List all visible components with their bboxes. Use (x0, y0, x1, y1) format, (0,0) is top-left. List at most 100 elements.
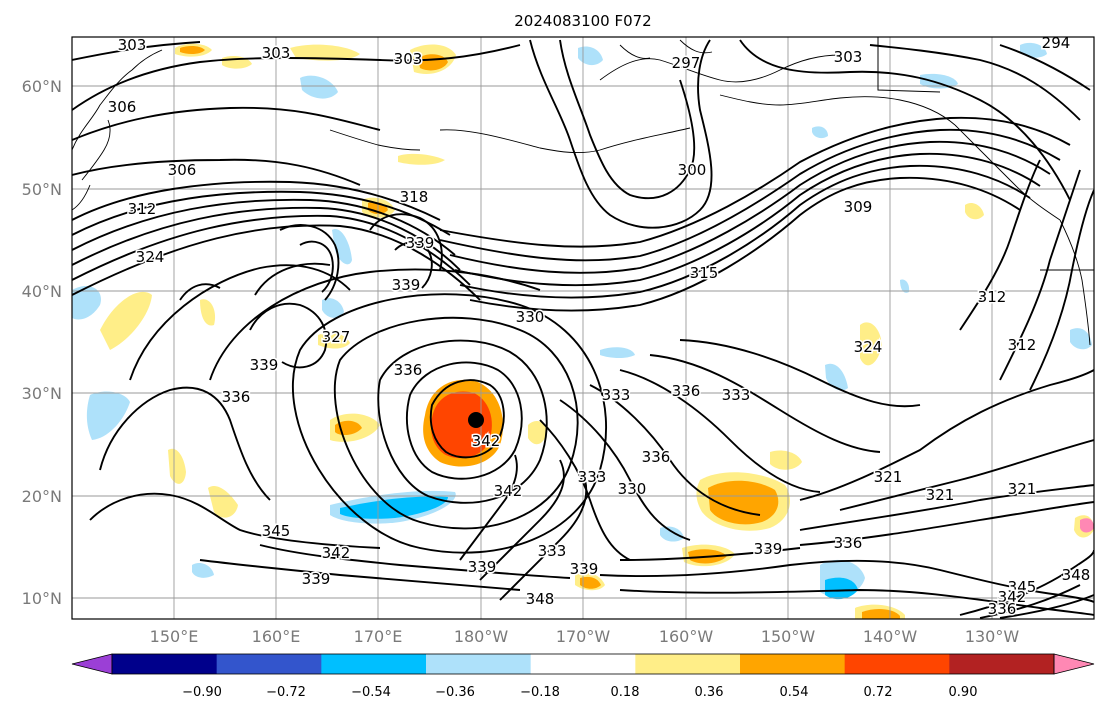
contour-label: 333 (722, 386, 751, 404)
contour-label: 333 (602, 386, 631, 404)
lat-tick-label: 50°N (22, 180, 62, 199)
border-line (877, 37, 941, 93)
contour-label: 348 (1062, 566, 1091, 584)
lon-tick-label: 170°W (556, 627, 611, 646)
colorbar-tick-label: −0.36 (435, 685, 475, 700)
colorbar-cell (635, 654, 741, 674)
colorbar-cell (740, 654, 846, 674)
longitude-axis: 150°E 160°E 170°E 180°W 170°W 160°W 150°… (150, 627, 1020, 646)
contour-label: 342 (998, 588, 1027, 606)
contour-label: 321 (926, 486, 955, 504)
contour-label: 306 (168, 161, 197, 179)
lon-tick-label: 150°W (761, 627, 816, 646)
colorbar-tick-label: 0.54 (780, 685, 809, 700)
contour-label: 345 (1008, 578, 1037, 596)
colorbar-cell (949, 654, 1055, 674)
contour-labels: 303 303 303 303 297 294 306 306 312 324 … (106, 34, 1092, 619)
contour-label: 339 (468, 558, 497, 576)
contour-label: 342 (322, 544, 351, 562)
contour-label: 342 (472, 432, 501, 450)
contour-label: 321 (874, 468, 903, 486)
colorbar: −0.90 −0.72 −0.54 −0.36 −0.18 0.18 0.36 … (71, 653, 1095, 700)
lon-tick-label: 160°E (252, 627, 301, 646)
contour-label: 339 (406, 234, 435, 252)
contour-label: 333 (578, 468, 607, 486)
contour-label: 336 (642, 448, 671, 466)
contour-label: 303 (262, 44, 291, 62)
contour-label: 339 (392, 276, 421, 294)
colorbar-tick-label: −0.90 (182, 685, 222, 700)
contour-label: 312 (978, 288, 1007, 306)
contour-label: 336 (394, 361, 423, 379)
coastlines (72, 39, 1091, 346)
map-frame (71, 36, 1095, 620)
colorbar-tick-label: 0.18 (611, 685, 640, 700)
lon-tick-label: 150°E (150, 627, 199, 646)
contour-label: 321 (1008, 480, 1037, 498)
contours (72, 39, 1094, 619)
contour-label: 336 (222, 388, 251, 406)
lat-tick-label: 10°N (22, 589, 62, 608)
colorbar-tick-label: 0.90 (949, 685, 978, 700)
colorbar-tick-label: −0.54 (351, 685, 391, 700)
colorbar-cell (530, 654, 636, 674)
colorbar-cell (321, 654, 427, 674)
contour-label: 324 (854, 338, 883, 356)
colorbar-tick-label: −0.18 (520, 685, 560, 700)
contour-label: 297 (672, 54, 701, 72)
contour-label: 306 (108, 98, 137, 116)
contour-label: 345 (262, 522, 291, 540)
contour-label: 342 (494, 482, 523, 500)
contour-label: 336 (834, 534, 863, 552)
colorbar-extend-high (1053, 653, 1095, 675)
lat-tick-label: 40°N (22, 282, 62, 301)
contour-label: 339 (302, 570, 331, 588)
contour-label: 315 (690, 264, 719, 282)
colorbar-tick-label: 0.36 (695, 685, 724, 700)
latitude-axis: 60°N 50°N 40°N 30°N 20°N 10°N (22, 77, 62, 608)
colorbar-tick-label: 0.72 (864, 685, 893, 700)
contour-label: 339 (250, 356, 279, 374)
contour-label: 303 (118, 36, 147, 54)
lat-tick-label: 20°N (22, 487, 62, 506)
colorbar-tick-label: −0.72 (266, 685, 306, 700)
map-area: 303 303 303 303 297 294 306 306 312 324 … (72, 34, 1094, 619)
contour-label: 312 (128, 200, 157, 218)
contour-label: 318 (400, 188, 429, 206)
contour-label: 348 (526, 590, 555, 608)
contour-label: 333 (538, 542, 567, 560)
contour-label: 312 (1008, 336, 1037, 354)
map-title: 2024083100 F072 (514, 12, 651, 30)
contour-label: 327 (322, 328, 351, 346)
lat-tick-label: 30°N (22, 384, 62, 403)
contour-label: 336 (988, 600, 1017, 618)
contour-label: 294 (1042, 34, 1071, 52)
colorbar-cell (112, 654, 218, 674)
contour-label: 303 (394, 50, 423, 68)
contour-label: 300 (678, 161, 707, 179)
lon-tick-label: 180°W (454, 627, 509, 646)
colorbar-extend-low (71, 653, 113, 675)
colorbar-cell (216, 654, 322, 674)
graticule (72, 37, 1094, 619)
contour-label: 303 (834, 48, 863, 66)
lon-tick-label: 130°W (965, 627, 1020, 646)
contour-label: 324 (136, 248, 165, 266)
colorbar-outline (111, 653, 1055, 675)
contour-label: 330 (516, 308, 545, 326)
lon-tick-label: 170°E (354, 627, 403, 646)
colorbar-cell (426, 654, 532, 674)
contour-label: 339 (570, 560, 599, 578)
anomaly-shading (72, 42, 1094, 619)
contour-label: 330 (618, 480, 647, 498)
lat-tick-label: 60°N (22, 77, 62, 96)
lon-tick-label: 160°W (659, 627, 714, 646)
lon-tick-label: 140°W (863, 627, 918, 646)
storm-shade-inner (431, 391, 492, 459)
colorbar-cell (844, 654, 950, 674)
contour-label: 339 (754, 540, 783, 558)
storm-center-marker (468, 412, 484, 428)
contour-label: 336 (672, 382, 701, 400)
contour-label: 309 (844, 198, 873, 216)
